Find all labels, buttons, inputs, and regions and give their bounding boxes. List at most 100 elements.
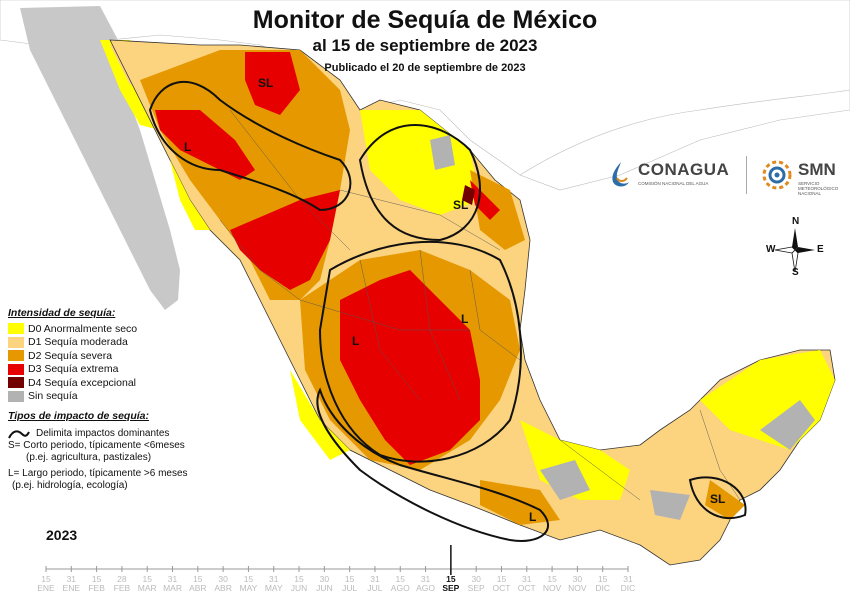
legend-swatch [8,377,24,389]
boundary-sl-ne [358,124,481,242]
timeline-selected-date[interactable]: 15 SEP [442,574,460,593]
gray-ne [430,135,455,170]
d0-pacific [290,370,350,460]
boundary-l-center [318,240,522,463]
boundary-sl-north [148,81,352,212]
gray-south [540,460,590,500]
d0-nw-coast [170,160,210,230]
timeline-tick[interactable]: 15 OCT [492,574,511,593]
timeline-tick[interactable]: 15 MAR [137,574,157,593]
timeline-tick[interactable]: 30 NOV [568,574,587,593]
label-l-central: L [461,312,469,326]
boundary-l-south [316,387,550,542]
timeline-tick[interactable]: 31 OCT [517,574,536,593]
legend-items: D0 Anormalmente seco D1 Sequía moderada D2… [8,322,137,403]
gulf-coast [519,89,850,176]
conagua-logo-icon [612,162,629,187]
d3-north [245,52,300,115]
published-date: Publicado el 20 de septiembre de 2023 [324,62,526,74]
timeline-tick[interactable]: 30 ABR [214,574,232,593]
smn-subtitle: SERVICIO METEOROLÓGICO NACIONAL [798,181,839,196]
label-sl-northeast: SL [453,198,469,212]
d3-durango [230,190,340,290]
legend-swatch [8,390,24,402]
d4-ne [462,185,475,205]
compass-rose: N S W E [762,216,828,280]
impact-legend: Tipos de impacto de sequía: Delimita imp… [8,410,188,492]
compass-icon [774,228,815,273]
timeline-tick[interactable]: 31 ENE [62,574,81,593]
timeline-tick[interactable]: 15 NOV [542,574,562,593]
state-borders [219,109,741,501]
label-l-south: L [529,510,537,524]
timeline-axis [45,545,629,575]
legend-item: D4 Sequía excepcional [8,376,137,390]
timeline-tick[interactable]: 15 FEB [88,574,105,593]
timeline-tick[interactable]: 31 MAR [163,574,182,593]
page-subtitle: al 15 de septiembre de 2023 [312,36,538,55]
conagua-name: CONAGUA [638,160,730,179]
timeline-tick[interactable]: 15 JUL [342,574,358,593]
label-sl-north: SL [258,76,274,90]
legend-title: Intensidad de sequía: [8,307,116,319]
timeline-tick[interactable]: 15 ABR [189,574,207,593]
d2-south [480,480,560,525]
timeline-tick[interactable]: 15 ENE [37,574,55,593]
timeline-tick[interactable]: 31 JUL [367,574,383,593]
impact-line-row: Delimita impactos dominantes [8,428,188,440]
label-sl-southeast: SL [710,492,726,506]
impact-short: S= Corto periodo, típicamente <6meses [8,440,185,451]
legend-label: Sin sequía [28,390,78,403]
timeline-tick[interactable]: 15 AGO [390,574,410,593]
legend-label: D2 Sequía severa [28,349,113,362]
legend-swatch [8,323,24,335]
compass-e: E [817,244,824,255]
legend-swatch [8,336,24,348]
legend-item: D1 Sequía moderada [8,336,137,350]
timeline-tick[interactable]: 31 MAY [264,574,283,593]
page-title: Monitor de Sequía de México [252,6,598,34]
impact-boundaries [148,81,747,542]
boundary-line-icon [8,430,30,439]
timeline-tick[interactable]: 28 FEB [113,574,131,593]
legend-item: D3 Sequía extrema [8,363,137,377]
timeline: 2023 15 ENE 31 ENE 15 FEB 28 FEB 15 MAR 31 MAR 15 ABR… [0,525,850,593]
d3-ne-coast [470,180,500,220]
compass-w: W [766,244,776,255]
legend: Intensidad de sequía: D0 Anormalmente se… [8,307,137,403]
logos: CONAGUA COMISIÓN NACIONAL DEL AGUA SMN S… [608,156,848,202]
legend-item: D0 Anormalmente seco [8,322,137,336]
timeline-tick[interactable]: 31 DIC [620,574,636,593]
impact-long: L= Largo periodo, típicamente >6 meses [8,468,188,479]
gray-chiapas [650,490,690,520]
timeline-tick[interactable]: 15 DIC [595,574,610,593]
smn-logo-icon [762,160,792,190]
smn-name: SMN [798,160,836,179]
boundary-sl-se [688,476,747,520]
legend-item: Sin sequía [8,390,137,404]
legend-item: D2 Sequía severa [8,349,137,363]
compass-s: S [792,267,799,278]
d3-central [340,270,480,465]
legend-swatch [8,363,24,375]
timeline-tick[interactable]: 15 MAY [239,574,258,593]
timeline-year: 2023 [46,527,78,543]
baja-california [20,6,180,310]
impact-line-label: Delimita impactos dominantes [36,428,170,439]
impact-short-example: (p.ej. agricultura, pastizales) [26,452,152,463]
legend-swatch [8,350,24,362]
timeline-tick[interactable]: 30 SEP [467,574,485,593]
label-l-northwest: L [184,140,192,154]
timeline-tick[interactable]: 31 AGO [416,574,436,593]
legend-label: D1 Sequía moderada [28,336,128,349]
impact-title: Tipos de impacto de sequía: [8,410,150,422]
timeline-tick[interactable]: 15 JUN [290,574,308,593]
timeline-tick[interactable]: 30 JUN [316,574,333,593]
gray-yucatan [760,400,815,450]
impact-long-example: (p.ej. hidrología, ecología) [12,480,128,491]
label-l-west: L [352,334,360,348]
legend-label: D0 Anormalmente seco [28,322,138,335]
d2-se [705,480,745,520]
legend-label: D3 Sequía extrema [28,363,119,376]
